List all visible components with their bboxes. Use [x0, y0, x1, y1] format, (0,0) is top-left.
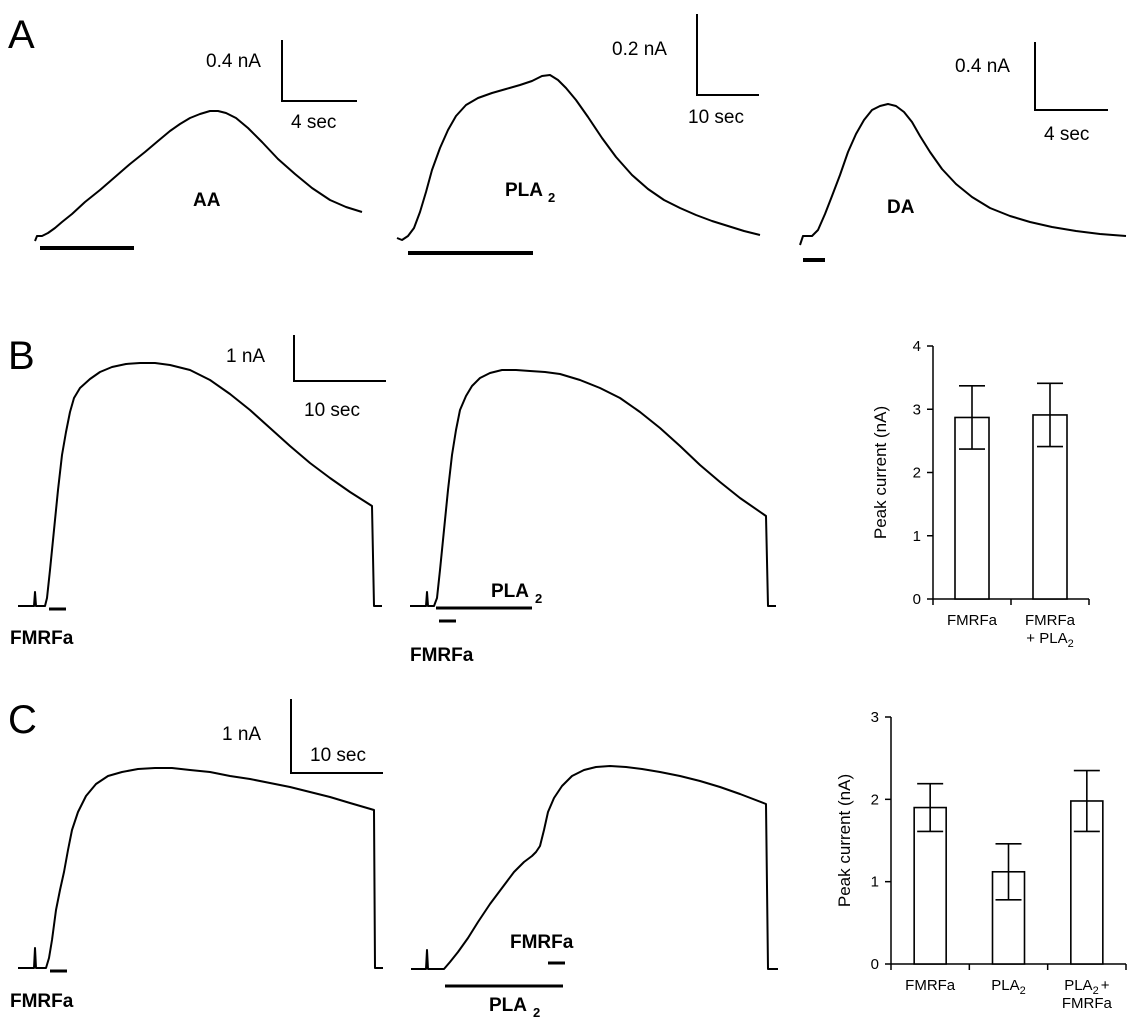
scale-bar-b: [293, 335, 386, 382]
trace-label-fmrfa-c2: FMRFa: [510, 932, 574, 953]
y-tick-label: 0: [871, 956, 879, 973]
x-tick-label: FMRFa: [905, 977, 956, 994]
scale-time-a1: 4 sec: [291, 112, 336, 133]
panel-b-trace-fmrfa-pla2: PLA 2 FMRFa: [410, 369, 776, 666]
panel-a-trace-pla2: PLA 2 0.2 nA 10 sec: [396, 14, 761, 255]
y-tick-label: 0: [913, 591, 921, 608]
bar-chart-c: 0 1 2 3 Peak current (nA) FMRFa PLA2 PLA2 + FMRFa: [835, 709, 1127, 1012]
y-tick-label: 4: [913, 338, 921, 355]
panel-a-trace-aa: AA 0.4 nA 4 sec: [34, 40, 363, 250]
scale-current-a2: 0.2 nA: [612, 39, 667, 60]
scale-time-b: 10 sec: [304, 400, 360, 421]
scale-bar-a2: [696, 14, 759, 96]
panel-c-trace-pla2-fmrfa: FMRFa PLA 2: [411, 765, 778, 1019]
trace-label-fmrfa-c1: FMRFa: [10, 991, 74, 1012]
current-trace-fmrfa-c: [18, 767, 383, 969]
scale-bar-c: [290, 699, 383, 774]
current-trace-fmrfa-pla2-b: [410, 369, 776, 607]
trace-label-pla: PLA: [505, 180, 543, 201]
y-tick-label: 3: [913, 401, 921, 418]
y-tick-label: 1: [871, 874, 879, 891]
trace-label-fmrfa-b1: FMRFa: [10, 628, 74, 649]
scale-bar-a1: [281, 40, 357, 102]
current-trace-da: [799, 103, 1127, 246]
scale-time-a3: 4 sec: [1044, 124, 1089, 145]
panel-a-trace-da: DA 0.4 nA 4 sec: [799, 42, 1127, 262]
current-trace-pla2-fmrfa-c: [411, 765, 778, 970]
y-tick-label: 2: [871, 791, 879, 808]
trace-label-pla-b2: PLA: [491, 581, 529, 602]
trace-label-pla-sub-b2: 2: [535, 591, 542, 606]
trace-label-fmrfa-b2: FMRFa: [410, 645, 474, 666]
scale-current-b: 1 nA: [226, 346, 265, 367]
scale-current-a1: 0.4 nA: [206, 51, 261, 72]
scale-current-a3: 0.4 nA: [955, 56, 1010, 77]
x-tick-label: FMRFa + PLA2: [1025, 612, 1076, 650]
panel-b-trace-fmrfa: FMRFa 1 nA 10 sec: [10, 335, 386, 649]
scale-time-a2: 10 sec: [688, 107, 744, 128]
x-tick-label: PLA2: [991, 977, 1025, 997]
panel-letter-a: A: [8, 13, 35, 57]
panel-letter-c: C: [8, 698, 37, 742]
trace-label-pla-sub: 2: [548, 190, 555, 205]
trace-label-aa: AA: [193, 190, 221, 211]
trace-label-pla-sub-c2: 2: [533, 1005, 540, 1019]
bar: [913, 806, 947, 965]
y-tick-label: 1: [913, 528, 921, 545]
y-tick-label: 2: [913, 465, 921, 482]
trace-label-da: DA: [887, 197, 915, 218]
x-tick-label: PLA2 + FMRFa: [1062, 977, 1113, 1012]
current-trace-fmrfa-b: [18, 362, 382, 607]
x-tick-label: FMRFa: [947, 612, 998, 629]
trace-label-pla-c2: PLA: [489, 995, 527, 1016]
y-axis-label: Peak current (nA): [871, 406, 890, 539]
scale-current-c: 1 nA: [222, 724, 261, 745]
bar-chart-b: 0 1 2 3 4 Peak current (nA) FMRFa FMRFa + PLA2: [871, 338, 1090, 650]
scale-bar-a3: [1034, 42, 1108, 111]
panel-c-trace-fmrfa: FMRFa 1 nA 10 sec: [10, 699, 383, 1012]
scale-time-c: 10 sec: [310, 745, 366, 766]
y-axis-label: Peak current (nA): [835, 774, 854, 907]
panel-letter-b: B: [8, 334, 35, 378]
current-trace-pla2: [396, 74, 761, 241]
y-tick-label: 3: [871, 709, 879, 726]
current-trace-aa: [34, 110, 363, 242]
